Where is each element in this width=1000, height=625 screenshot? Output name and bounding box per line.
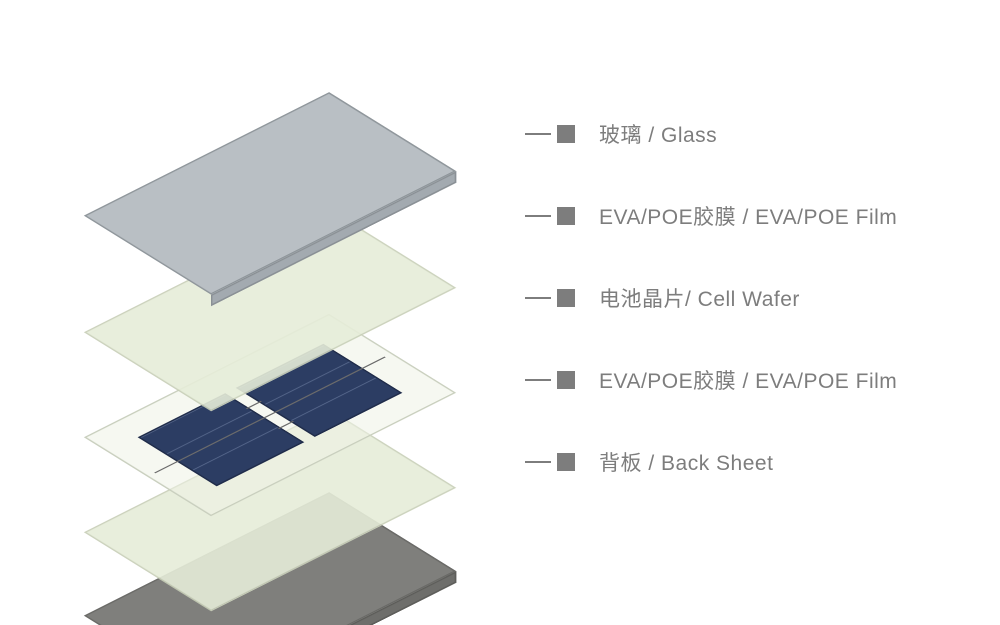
legend-row-eva-bottom: EVA/POE胶膜 / EVA/POE Film [525, 361, 985, 399]
legend-square-icon [557, 125, 575, 143]
legend-label: EVA/POE胶膜 / EVA/POE Film [599, 365, 897, 395]
exploded-stack [30, 20, 510, 600]
legend-row-back-sheet: 背板 / Back Sheet [525, 443, 985, 481]
legend-row-eva-top: EVA/POE胶膜 / EVA/POE Film [525, 197, 985, 235]
legend-lead-icon [525, 133, 551, 135]
legend-row-cell: 电池晶片/ Cell Wafer [525, 279, 985, 317]
legend-label: EVA/POE胶膜 / EVA/POE Film [599, 201, 897, 231]
legend-label: 背板 / Back Sheet [599, 447, 773, 477]
legend: 玻璃 / Glass EVA/POE胶膜 / EVA/POE Film 电池晶片… [525, 115, 985, 525]
legend-row-glass: 玻璃 / Glass [525, 115, 985, 153]
legend-label: 玻璃 / Glass [599, 119, 717, 149]
diagram-root: 玻璃 / Glass EVA/POE胶膜 / EVA/POE Film 电池晶片… [0, 0, 1000, 625]
legend-label: 电池晶片/ Cell Wafer [599, 283, 800, 313]
